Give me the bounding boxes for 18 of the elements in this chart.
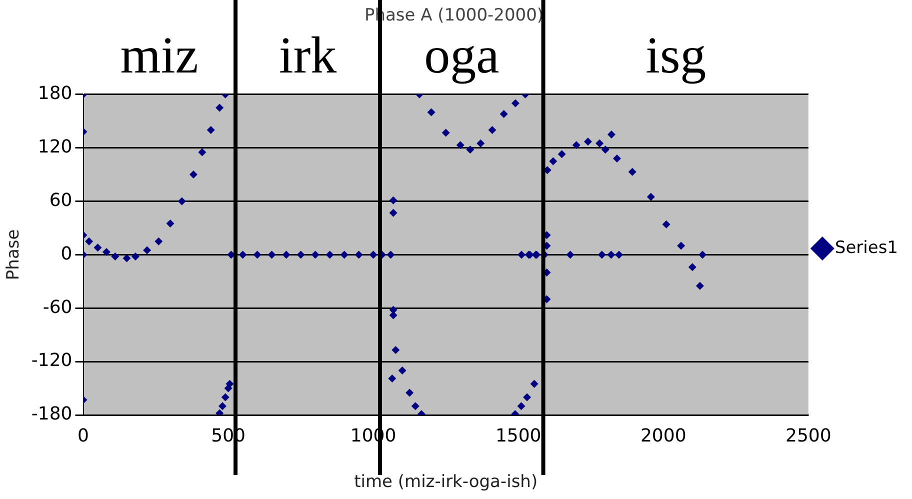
y-tick-label: 180 bbox=[38, 83, 72, 104]
y-tick-label: 120 bbox=[38, 136, 72, 158]
x-tick-label: 1500 bbox=[495, 425, 542, 446]
x-tick-label: 0 bbox=[78, 425, 89, 446]
text: miz bbox=[120, 27, 198, 84]
legend-label: Series1 bbox=[834, 238, 898, 258]
text: isg bbox=[646, 27, 706, 84]
y-tick-label: 60 bbox=[49, 190, 72, 211]
y-tick-label: -60 bbox=[42, 296, 72, 318]
y-tick-label: 0 bbox=[60, 243, 72, 264]
x-tick-label: 2500 bbox=[786, 425, 832, 446]
y-tick-label: -180 bbox=[31, 404, 72, 425]
y-tick-label: -120 bbox=[31, 350, 72, 372]
x-axis-title: time (miz-irk-oga-ish) bbox=[354, 472, 538, 492]
text: oga bbox=[424, 27, 500, 84]
x-tick-label: 2000 bbox=[640, 425, 686, 446]
y-axis-title: Phase bbox=[4, 229, 24, 280]
text: irk bbox=[278, 27, 337, 84]
